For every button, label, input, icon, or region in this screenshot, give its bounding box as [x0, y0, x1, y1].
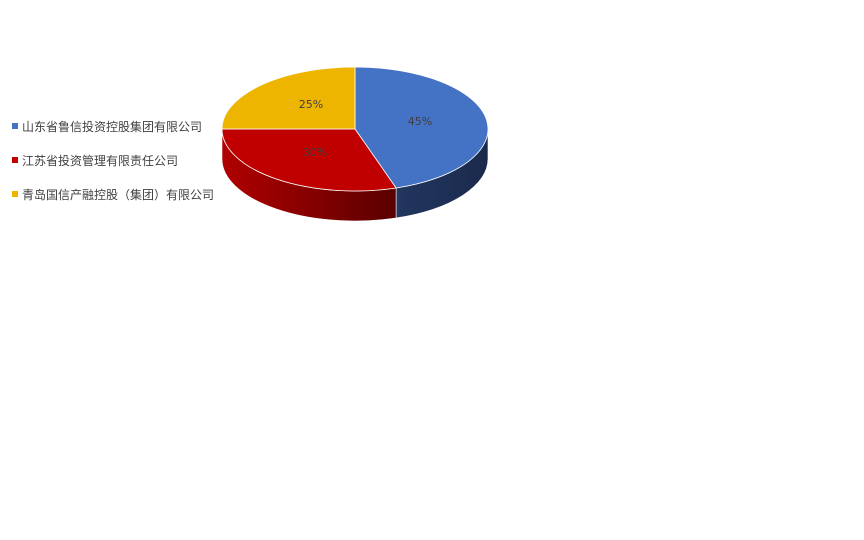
legend-item: 山东省鲁信投资控股集团有限公司 — [12, 109, 214, 143]
legend-label: 山东省鲁信投资控股集团有限公司 — [22, 119, 203, 134]
legend-swatch — [12, 157, 18, 163]
legend-swatch — [12, 123, 18, 129]
data-label: 30% — [303, 146, 327, 159]
pie-slice-0 — [354, 66, 489, 189]
data-label: 45% — [408, 115, 432, 128]
legend-item: 江苏省投资管理有限责任公司 — [12, 143, 214, 177]
legend-item: 青岛国信产融控股（集团）有限公司 — [12, 177, 214, 211]
legend-swatch — [12, 191, 18, 197]
legend-label: 青岛国信产融控股（集团）有限公司 — [22, 187, 215, 202]
pie-slice-2 — [221, 66, 356, 130]
legend-label: 江苏省投资管理有限责任公司 — [22, 153, 179, 168]
data-label: 25% — [299, 98, 323, 111]
pie-slice-1 — [221, 128, 397, 192]
legend: 山东省鲁信投资控股集团有限公司 江苏省投资管理有限责任公司 青岛国信产融控股（集… — [12, 109, 214, 211]
